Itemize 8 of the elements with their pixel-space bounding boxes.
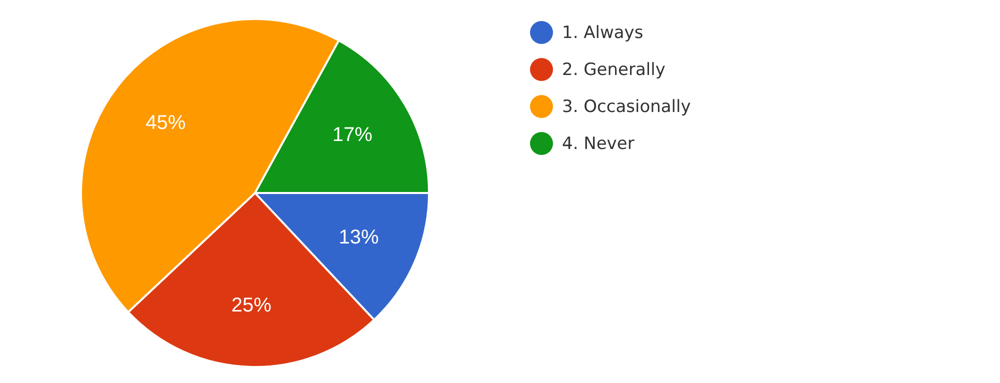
data-label: 13% <box>338 226 380 248</box>
data-label: 25% <box>231 294 272 317</box>
legend-label: 3. Occasionally <box>562 96 691 116</box>
data-label: 45% <box>146 112 186 134</box>
legend-label: 1. Always <box>562 22 644 42</box>
data-label: 17% <box>332 124 373 146</box>
legend-label: 4. Never <box>562 134 634 154</box>
legend-label: 2. Generally <box>562 60 666 80</box>
